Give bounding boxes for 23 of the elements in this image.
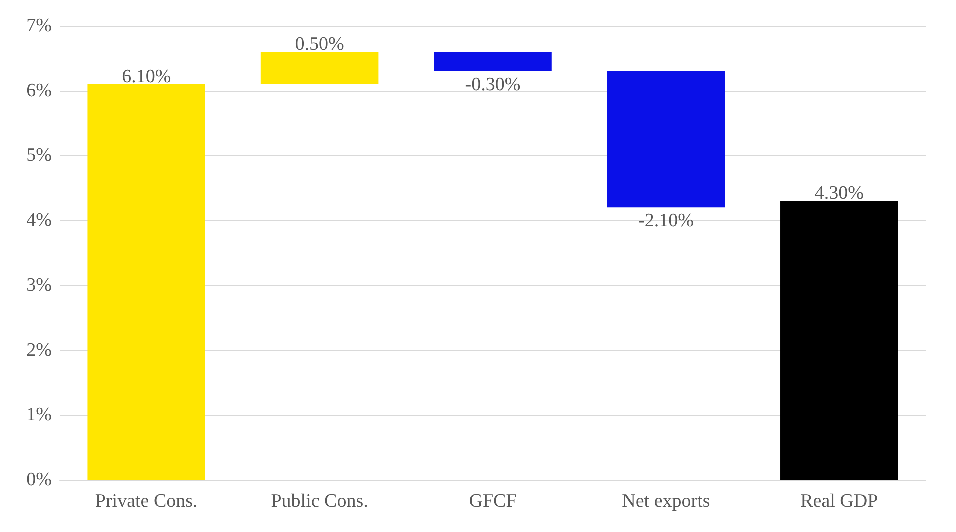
data-label: -2.10% (638, 210, 694, 232)
bar (607, 71, 726, 208)
data-label: 4.30% (814, 183, 864, 204)
y-tick-label: 5% (26, 145, 52, 166)
x-tick-label: Private Cons. (95, 491, 198, 512)
y-tick-label: 3% (26, 274, 52, 296)
data-label: -0.30% (465, 74, 521, 96)
data-label: 6.10% (122, 66, 172, 88)
x-tick-label: Real GDP (800, 491, 878, 512)
x-tick-label: Net exports (622, 491, 710, 512)
y-tick-label: 6% (26, 80, 52, 102)
y-tick-label: 7% (26, 16, 52, 36)
bar (780, 201, 898, 480)
y-tick-label: 1% (26, 404, 52, 426)
data-label: 0.50% (295, 34, 345, 55)
bar (88, 84, 206, 480)
y-tick-label: 4% (26, 210, 52, 232)
bar (260, 52, 379, 84)
x-tick-label: GFCF (469, 491, 517, 512)
bar (434, 52, 552, 72)
x-tick-label: Public Cons. (271, 491, 368, 512)
y-tick-label: 0% (26, 470, 52, 490)
y-tick-label: 2% (26, 340, 52, 361)
